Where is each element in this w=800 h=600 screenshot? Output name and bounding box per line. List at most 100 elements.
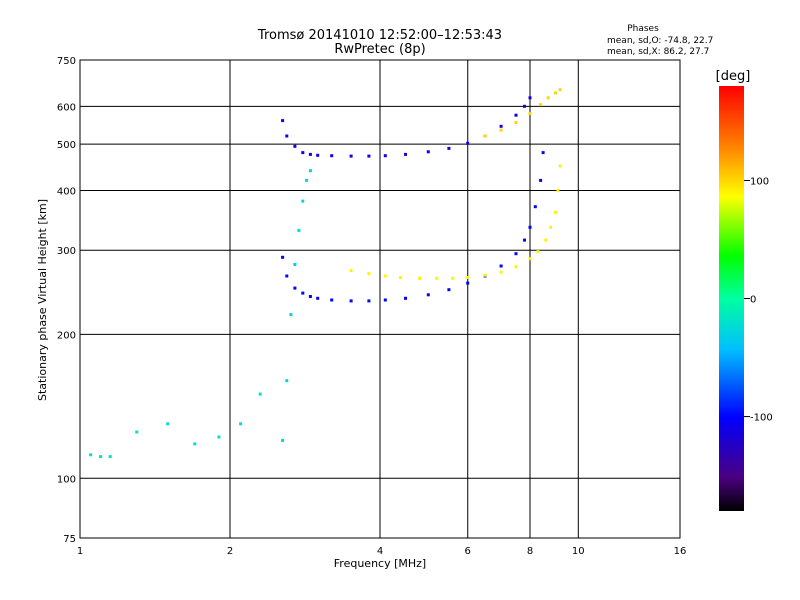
data-point	[399, 276, 403, 279]
data-point	[426, 293, 430, 297]
data-point	[499, 124, 503, 128]
data-point	[166, 422, 170, 426]
data-point	[404, 152, 407, 156]
x-tick-label: 8	[527, 546, 533, 557]
data-point	[297, 228, 301, 232]
data-point	[499, 128, 503, 132]
data-point	[99, 455, 103, 459]
data-point	[367, 272, 371, 276]
y-tick-label: 300	[57, 246, 76, 257]
y-tick-label: 750	[57, 56, 76, 67]
data-point	[316, 296, 320, 300]
data-point	[435, 276, 439, 280]
data-point	[541, 151, 545, 155]
data-points	[89, 88, 562, 459]
data-point	[483, 134, 487, 138]
data-point	[514, 265, 518, 269]
data-point	[544, 238, 548, 242]
data-point	[383, 274, 387, 278]
data-point	[426, 150, 430, 154]
x-tick-label: 1	[77, 546, 83, 557]
data-point	[285, 274, 289, 278]
data-point	[483, 273, 487, 277]
data-point	[514, 252, 518, 256]
x-axis-ticks: 1 2 4 6 8 10 16	[77, 546, 687, 557]
x-tick-label: 6	[465, 546, 471, 557]
data-point	[308, 169, 312, 173]
data-point	[451, 276, 455, 280]
data-point	[558, 164, 562, 168]
data-point	[285, 379, 289, 383]
grid-lines	[80, 60, 680, 538]
data-point	[418, 276, 421, 280]
data-point	[466, 141, 470, 145]
data-point	[514, 121, 518, 124]
data-point	[193, 442, 197, 446]
data-point	[533, 205, 537, 209]
data-point	[536, 250, 540, 254]
data-point	[281, 255, 285, 259]
phase-info: Phases mean, sd,O: -74.8, 22.7 mean, sd,…	[607, 24, 713, 57]
data-point	[558, 88, 562, 92]
data-point	[281, 119, 285, 123]
y-tick-label: 100	[57, 474, 76, 485]
colorbar-tick-label: 0	[750, 295, 756, 306]
data-point	[549, 225, 553, 229]
chart-title: Tromsø 20141010 12:52:00–12:53:43	[257, 28, 502, 43]
data-point	[239, 422, 243, 426]
data-point	[367, 299, 371, 303]
y-tick-label: 200	[57, 330, 76, 341]
data-point	[258, 392, 262, 396]
data-point	[499, 264, 503, 268]
data-point	[293, 144, 297, 148]
y-tick-label: 75	[63, 534, 76, 545]
x-tick-label: 4	[377, 546, 383, 557]
data-point	[556, 189, 560, 192]
data-point	[301, 151, 305, 155]
y-tick-label: 600	[57, 102, 76, 113]
data-point	[305, 178, 309, 182]
data-point	[308, 295, 312, 298]
data-point	[293, 286, 297, 290]
data-point	[554, 91, 557, 95]
phase-info-x: mean, sd,X: 86.2, 27.7	[607, 47, 709, 57]
data-point	[89, 453, 93, 457]
data-point	[466, 276, 470, 279]
x-axis-label: Frequency [MHz]	[334, 557, 426, 570]
data-point	[447, 146, 451, 150]
colorbar-ticks: 100 0 -100	[744, 176, 773, 424]
colorbar-tick-label: 100	[750, 176, 769, 187]
data-point	[217, 435, 221, 439]
data-point	[528, 225, 532, 229]
data-point	[285, 134, 289, 138]
data-point	[514, 113, 518, 117]
data-point	[367, 154, 371, 158]
data-point	[135, 430, 139, 434]
chart-subtitle: RwPretec (8p)	[334, 42, 425, 57]
data-point	[330, 154, 334, 158]
y-tick-label: 400	[57, 186, 76, 197]
colorbar: [deg] 100 0 -100	[716, 69, 773, 511]
data-point	[349, 269, 353, 273]
data-point	[539, 178, 543, 182]
data-point	[404, 296, 407, 300]
data-point	[330, 298, 334, 302]
x-tick-label: 2	[227, 546, 233, 557]
phase-info-o: mean, sd,O: -74.8, 22.7	[607, 36, 713, 46]
data-point	[383, 154, 387, 158]
data-point	[528, 111, 532, 115]
data-point	[523, 104, 526, 108]
data-point	[301, 291, 305, 295]
data-point	[554, 210, 557, 214]
data-point	[499, 270, 503, 274]
y-axis-ticks: 75 100 200 300 400 500 600 750	[57, 56, 76, 545]
data-point	[539, 103, 543, 107]
data-point	[108, 455, 112, 459]
data-point	[301, 199, 305, 203]
data-point	[528, 257, 532, 261]
data-point	[523, 238, 526, 242]
data-point	[466, 281, 470, 285]
phase-info-heading: Phases	[627, 24, 659, 34]
colorbar-tick-label: -100	[750, 413, 773, 424]
